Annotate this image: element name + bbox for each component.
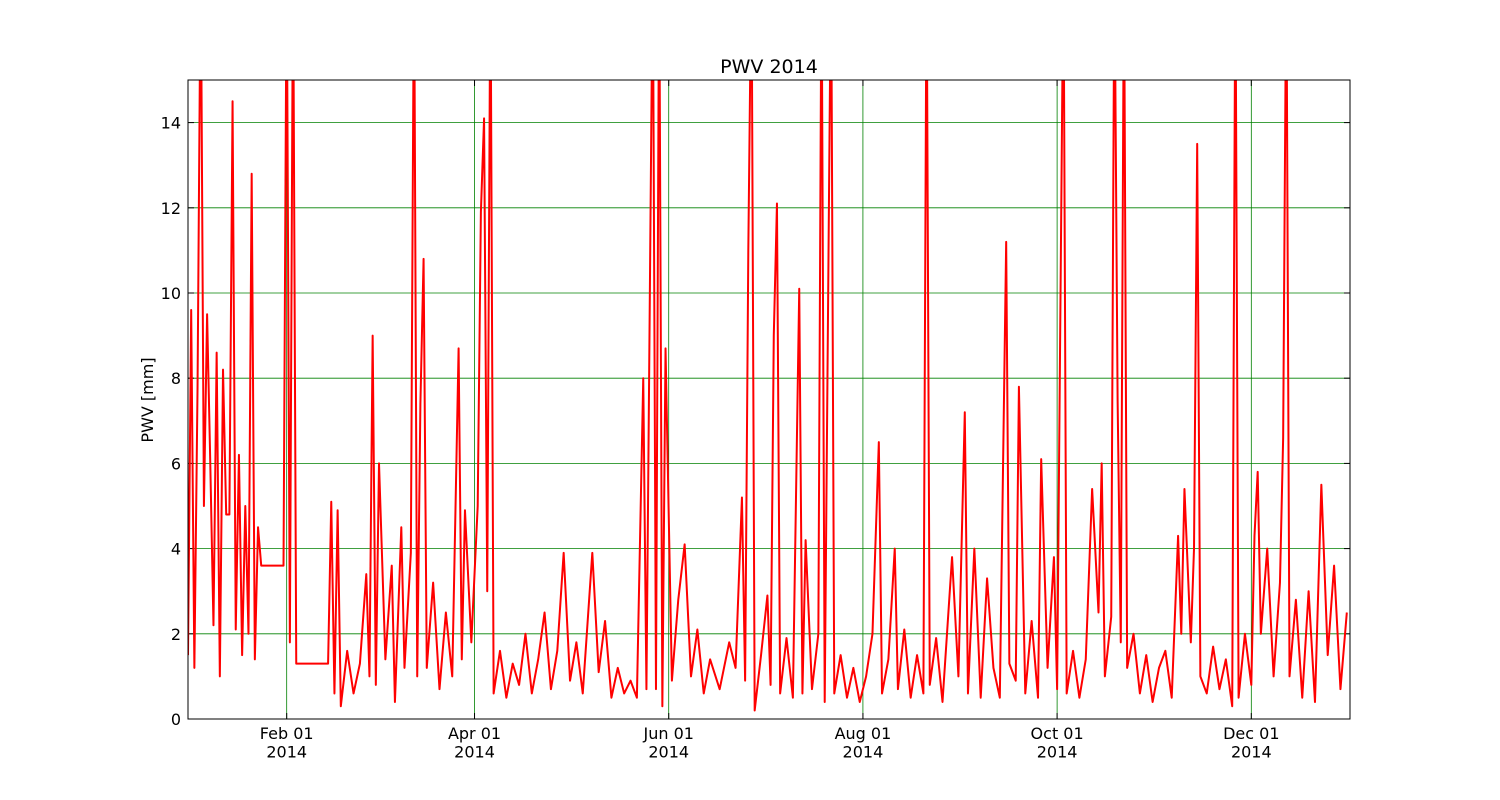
- x-tick-label: Oct 01 2014: [1031, 724, 1084, 761]
- y-tick-label: 12: [161, 199, 181, 218]
- x-tick-label: Feb 01 2014: [260, 724, 314, 761]
- y-tick-label: 0: [171, 710, 181, 729]
- x-tick-label: Aug 01 2014: [835, 724, 892, 761]
- x-tick-label: Apr 01 2014: [448, 724, 501, 761]
- axes-frame: [187, 79, 1351, 720]
- data-line: [188, 80, 1348, 712]
- y-tick-label: 14: [161, 114, 181, 133]
- y-tick-label: 8: [171, 369, 181, 388]
- plot-area: [188, 80, 1348, 712]
- x-tick-label: Dec 01 2014: [1223, 724, 1279, 761]
- y-axis-label: PWV [mm]: [138, 357, 157, 442]
- chart-title: PWV 2014: [720, 56, 818, 78]
- y-tick-label: 2: [171, 625, 181, 644]
- y-tick-label: 6: [171, 454, 181, 473]
- x-tick-label: Jun 01 2014: [642, 724, 693, 761]
- y-tick-label: 4: [171, 540, 181, 559]
- y-tick-label: 10: [161, 284, 181, 303]
